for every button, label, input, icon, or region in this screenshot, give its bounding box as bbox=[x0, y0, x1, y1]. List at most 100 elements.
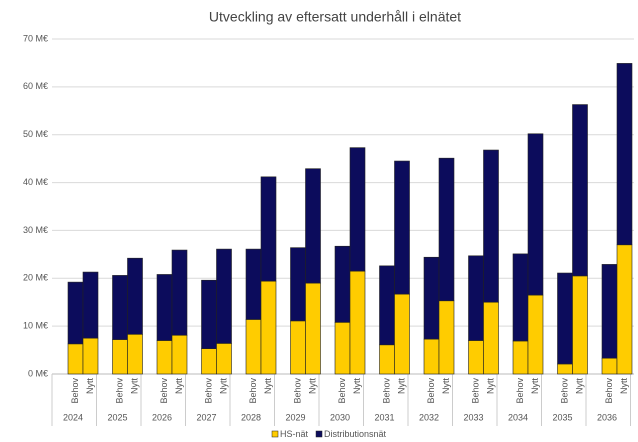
y-tick-label: 70 M€ bbox=[23, 33, 48, 43]
bar-segment bbox=[527, 133, 544, 296]
x-tick-label: Nytt bbox=[307, 378, 317, 395]
bar-segment bbox=[616, 244, 633, 375]
x-tick-label: Behov bbox=[114, 378, 124, 404]
bar-segment bbox=[394, 293, 410, 375]
bar-segment bbox=[216, 343, 232, 375]
bar-segment bbox=[67, 343, 84, 375]
x-tick-label: Nytt bbox=[85, 378, 95, 395]
bar-segment bbox=[171, 249, 188, 336]
bar-segment bbox=[557, 272, 573, 365]
x-tick-label: Behov bbox=[559, 378, 569, 404]
legend-label: Distributionsnät bbox=[324, 429, 387, 439]
x-tick-label: Behov bbox=[381, 378, 391, 404]
bar-segment bbox=[438, 300, 455, 375]
y-tick-label: 40 M€ bbox=[23, 177, 48, 187]
y-tick-label: 50 M€ bbox=[23, 129, 48, 139]
group-label: 2027 bbox=[196, 412, 216, 422]
bar-segment bbox=[601, 357, 618, 375]
bar-segment bbox=[468, 255, 484, 341]
group-label: 2031 bbox=[374, 412, 394, 422]
bar-segment bbox=[349, 270, 366, 375]
x-tick-label: Behov bbox=[292, 378, 302, 404]
bar-segment bbox=[305, 282, 321, 375]
bar-segment bbox=[290, 320, 306, 375]
x-tick-label: Nytt bbox=[485, 378, 495, 395]
bar-segment bbox=[260, 176, 277, 282]
group-label: 2029 bbox=[285, 412, 305, 422]
x-tick-label: Behov bbox=[604, 378, 614, 404]
bar-segment bbox=[156, 340, 173, 375]
bar-segment bbox=[260, 280, 277, 375]
x-tick-label: Nytt bbox=[441, 378, 451, 395]
y-tick-label: 20 M€ bbox=[23, 273, 48, 283]
bar-segment bbox=[245, 319, 262, 375]
bar-segment bbox=[67, 281, 84, 345]
bar-segment bbox=[483, 149, 499, 303]
x-tick-label: Behov bbox=[470, 378, 480, 404]
group-label: 2035 bbox=[552, 412, 572, 422]
bar-segment bbox=[216, 248, 232, 344]
x-tick-label: Nytt bbox=[263, 378, 273, 395]
bar-segment bbox=[468, 340, 484, 375]
bar-segment bbox=[349, 147, 366, 272]
x-tick-label: Behov bbox=[70, 378, 80, 404]
bar-segment bbox=[245, 248, 262, 320]
bar-segment bbox=[423, 338, 440, 375]
group-label: 2025 bbox=[107, 412, 127, 422]
bar-segment bbox=[334, 245, 351, 323]
bar-segment bbox=[127, 333, 143, 375]
bar-segment bbox=[601, 264, 618, 359]
bar-segment bbox=[82, 337, 99, 375]
bar-segment bbox=[483, 301, 499, 375]
bar-segment bbox=[379, 265, 395, 346]
bar-segment bbox=[527, 294, 544, 375]
legend-swatch bbox=[271, 430, 279, 438]
bar-segment bbox=[112, 339, 128, 375]
bar-segment bbox=[201, 279, 217, 349]
x-tick-label: Nytt bbox=[174, 378, 184, 395]
bar-segment bbox=[512, 253, 529, 342]
y-tick-label: 30 M€ bbox=[23, 225, 48, 235]
x-tick-label: Behov bbox=[248, 378, 258, 404]
x-tick-label: Behov bbox=[337, 378, 347, 404]
x-tick-label: Behov bbox=[426, 378, 436, 404]
bar-segment bbox=[171, 334, 188, 375]
group-label: 2028 bbox=[241, 412, 261, 422]
bar-segment bbox=[156, 274, 173, 341]
group-label: 2030 bbox=[330, 412, 350, 422]
bar-segment bbox=[423, 256, 440, 340]
bar-segment bbox=[334, 322, 351, 375]
x-tick-label: Behov bbox=[203, 378, 213, 404]
x-tick-label: Nytt bbox=[396, 378, 406, 395]
bar-segment bbox=[82, 271, 99, 339]
group-label: 2024 bbox=[63, 412, 83, 422]
x-tick-label: Nytt bbox=[530, 378, 540, 395]
bar-segment bbox=[379, 344, 395, 375]
group-label: 2033 bbox=[463, 412, 483, 422]
bar-segment bbox=[127, 257, 143, 335]
chart-title: Utveckling av eftersatt underhåll i elnä… bbox=[209, 9, 461, 25]
y-tick-label: 10 M€ bbox=[23, 321, 48, 331]
legend-label: HS-nät bbox=[280, 429, 309, 439]
y-tick-label: 0 M€ bbox=[28, 368, 48, 378]
bar-segment bbox=[438, 157, 455, 302]
x-tick-label: Behov bbox=[159, 378, 169, 404]
x-tick-label: Nytt bbox=[129, 378, 139, 395]
x-tick-label: Nytt bbox=[352, 378, 362, 395]
bar-segment bbox=[572, 104, 588, 277]
x-tick-label: Behov bbox=[515, 378, 525, 404]
bar-segment bbox=[512, 340, 529, 375]
bar-segment bbox=[305, 168, 321, 284]
bar-segment bbox=[572, 275, 588, 375]
bar-segment bbox=[616, 63, 633, 246]
group-label: 2036 bbox=[597, 412, 617, 422]
group-label: 2034 bbox=[508, 412, 528, 422]
y-tick-label: 60 M€ bbox=[23, 81, 48, 91]
bar-segment bbox=[557, 363, 573, 375]
bar-segment bbox=[112, 275, 128, 340]
group-label: 2026 bbox=[152, 412, 172, 422]
x-tick-label: Nytt bbox=[619, 378, 629, 395]
x-tick-label: Nytt bbox=[218, 378, 228, 395]
bar-segment bbox=[201, 348, 217, 375]
